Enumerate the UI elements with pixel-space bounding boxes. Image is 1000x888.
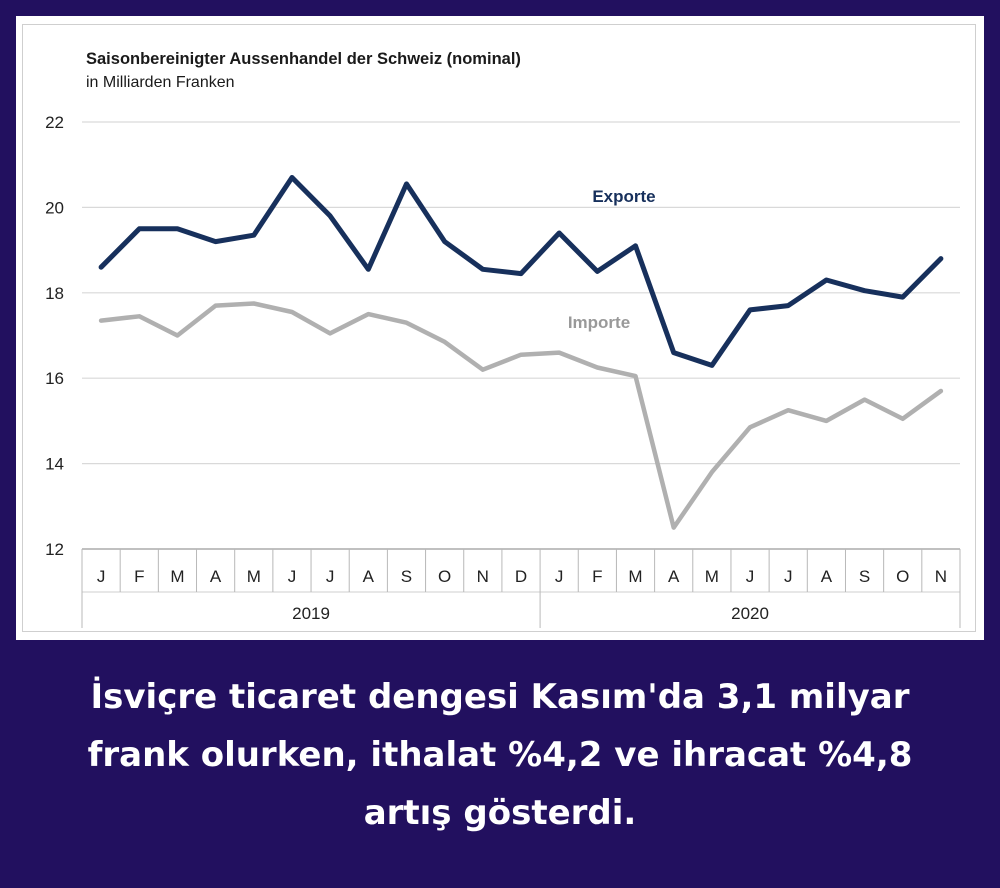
x-tick-label: M xyxy=(247,567,261,586)
x-tick-label: N xyxy=(477,567,489,586)
x-tick-label: J xyxy=(97,567,106,586)
x-tick-label: A xyxy=(668,567,680,586)
y-tick-label: 18 xyxy=(45,284,64,303)
year-label: 2019 xyxy=(292,604,330,623)
x-tick-label: A xyxy=(363,567,375,586)
series-label-exporte: Exporte xyxy=(592,187,655,206)
year-label: 2020 xyxy=(731,604,769,623)
chart-frame xyxy=(22,24,976,632)
x-tick-label: N xyxy=(935,567,947,586)
x-tick-label: J xyxy=(784,567,793,586)
x-tick-label: S xyxy=(859,567,870,586)
chart-title: Saisonbereinigter Aussenhandel der Schwe… xyxy=(86,50,521,68)
line-chart: 12 14 16 18 20 22 J F M A M J J A S O N D J F M A M J J A S O N 2019 2… xyxy=(45,113,961,628)
x-tick-label: J xyxy=(288,567,297,586)
x-tick-label: S xyxy=(401,567,412,586)
x-tick-label: A xyxy=(210,567,222,586)
x-tick-label: J xyxy=(746,567,755,586)
x-tick-label: A xyxy=(821,567,833,586)
chart-card: Saisonbereinigter Aussenhandel der Schwe… xyxy=(16,16,984,640)
series-line-importe xyxy=(98,301,944,530)
x-tick-label: M xyxy=(170,567,184,586)
x-tick-label: O xyxy=(438,567,451,586)
x-tick-label: M xyxy=(705,567,719,586)
x-tick-label: J xyxy=(326,567,335,586)
y-tick-label: 22 xyxy=(45,113,64,132)
x-tick-label: F xyxy=(134,567,144,586)
y-tick-label: 20 xyxy=(45,198,64,217)
x-tick-label: D xyxy=(515,567,527,586)
caption-text: İsviçre ticaret dengesi Kasım'da 3,1 mil… xyxy=(87,677,913,833)
x-tick-label: F xyxy=(592,567,602,586)
x-tick-label: O xyxy=(896,567,909,586)
y-tick-label: 16 xyxy=(45,369,64,388)
series-label-importe: Importe xyxy=(568,313,630,332)
series-line-exporte xyxy=(98,175,944,368)
y-tick-label: 14 xyxy=(45,455,64,474)
chart-subtitle: in Milliarden Franken xyxy=(86,74,235,91)
y-tick-label: 12 xyxy=(45,540,64,559)
x-tick-label: J xyxy=(555,567,564,586)
x-tick-label: M xyxy=(628,567,642,586)
